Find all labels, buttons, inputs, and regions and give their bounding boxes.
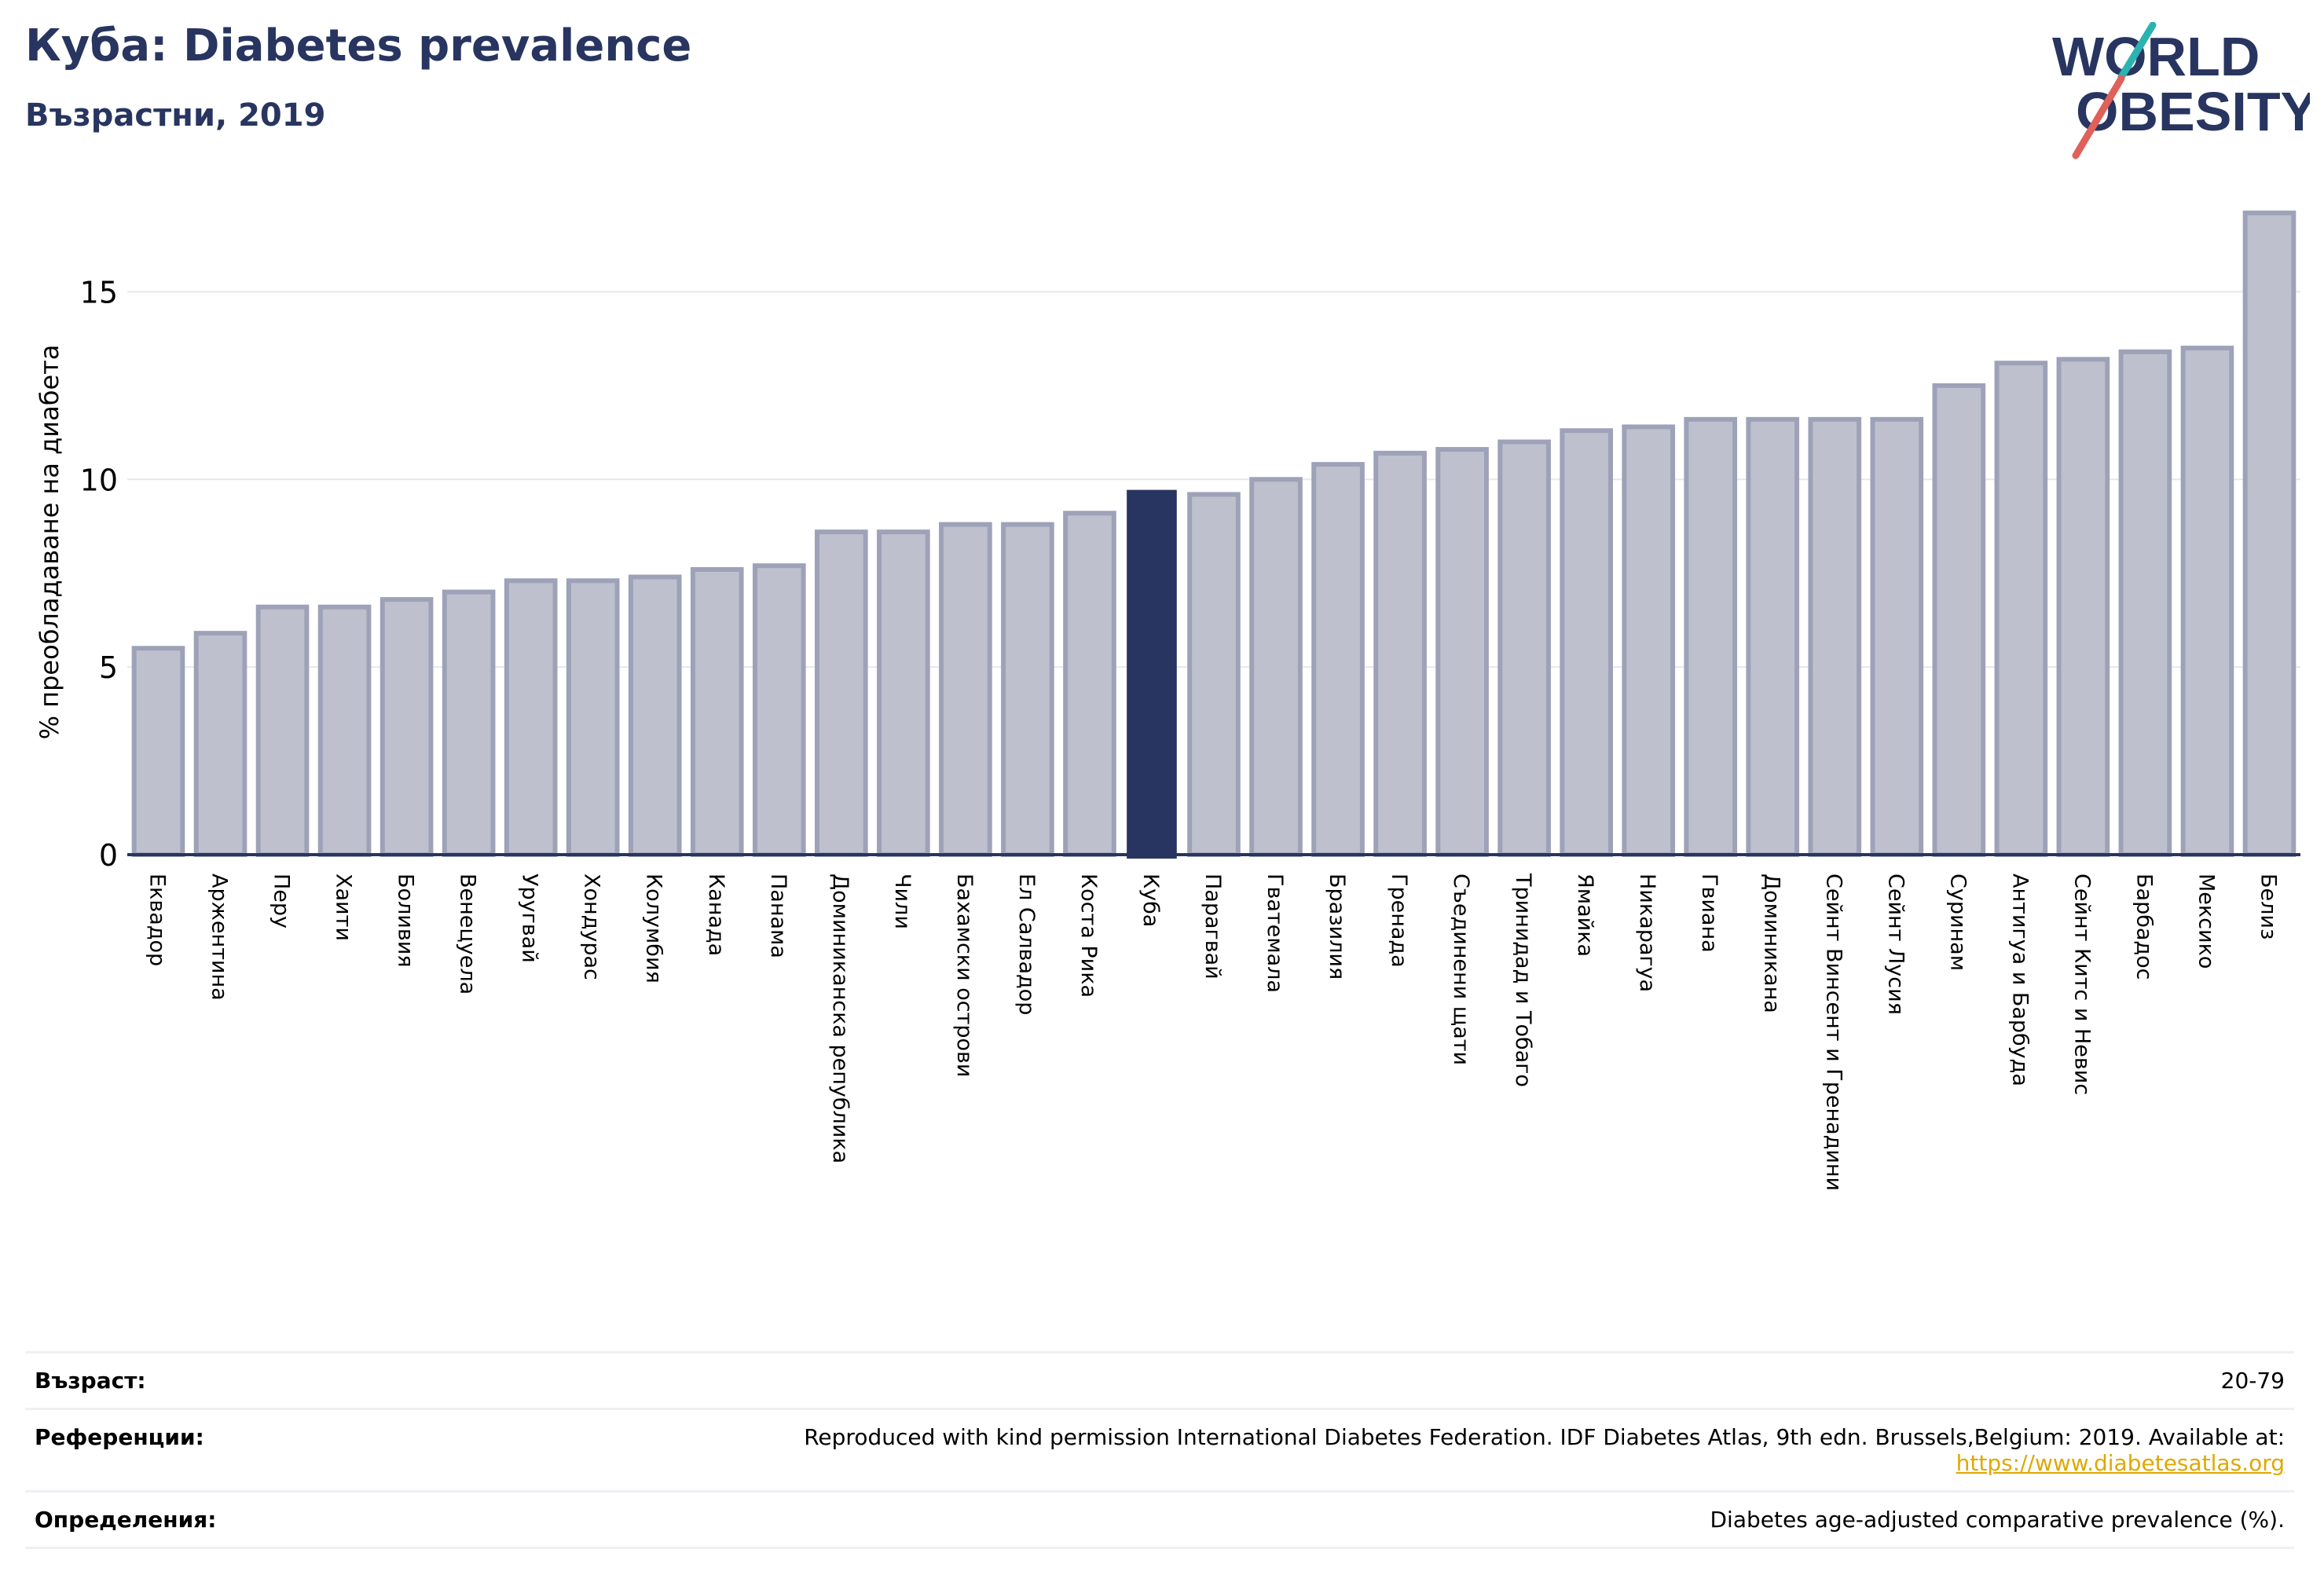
x-tick-label: Гвиана <box>1697 874 1721 953</box>
x-tick-label: Бразилия <box>1325 874 1349 980</box>
x-tick-label: Бахамски острови <box>952 874 977 1077</box>
x-tick-label: Колумбия <box>642 874 666 983</box>
bar <box>1622 424 1676 857</box>
x-tick-label: Ел Салвадор <box>1014 874 1039 1015</box>
x-tick-label: Чили <box>890 874 915 929</box>
references-label: Референции: <box>35 1424 204 1450</box>
bar <box>1187 492 1241 857</box>
age-row: Възраст: 20-79 <box>25 1351 2294 1408</box>
x-tick-label: Суринам <box>1945 874 1970 971</box>
bar <box>566 578 620 857</box>
bar <box>2056 357 2110 858</box>
bar <box>815 529 868 857</box>
world-obesity-logo: WORLD OBESITY <box>2052 22 2310 159</box>
x-tick-label: Сейнт Винсент и Гренадини <box>1821 874 1846 1191</box>
x-tick-label: Ямайка <box>1573 874 1597 957</box>
x-tick-label: Уругвай <box>518 874 542 963</box>
bar <box>317 604 372 857</box>
y-tick-label: 0 <box>99 838 118 873</box>
x-tick-label: Канада <box>704 874 728 956</box>
bar <box>1435 447 1489 857</box>
bar <box>1249 477 1303 857</box>
bar <box>1063 511 1116 858</box>
x-tick-label: Венецуела <box>456 874 480 994</box>
x-tick-label: Парагвай <box>1200 874 1225 980</box>
logo-line1: WORLD <box>2052 26 2260 87</box>
x-tick-label: Хондурас <box>580 874 604 980</box>
x-tick-label: Хаити <box>332 874 356 941</box>
x-tick-label: Белиз <box>2256 874 2280 940</box>
x-tick-label: Мексико <box>2194 874 2218 969</box>
bar <box>2242 211 2297 857</box>
bar <box>1808 416 1862 857</box>
definitions-row: Определения: Diabetes age-adjusted compa… <box>25 1490 2294 1549</box>
x-tick-label: Антигуа и Барбуда <box>2007 874 2032 1086</box>
x-tick-label: Аржентина <box>207 874 232 1001</box>
references-link[interactable]: https://www.diabetesatlas.org <box>1956 1450 2285 1476</box>
bar <box>690 566 744 857</box>
x-tick-label: Панама <box>766 874 790 958</box>
x-tick-label: Тринидад и Тобаго <box>1511 873 1535 1087</box>
x-tick-label: Сейнт Китс и Невис <box>2069 874 2094 1095</box>
page-title: Куба: Diabetes prevalence <box>25 20 692 71</box>
definitions-value: Diabetes age-adjusted comparative preval… <box>1710 1507 2286 1533</box>
bar <box>1311 462 1365 857</box>
references-value: Reproduced with kind permission Internat… <box>804 1424 2285 1476</box>
bar <box>1746 416 1800 857</box>
x-tick-label: Боливия <box>394 874 418 968</box>
bar <box>1560 428 1613 857</box>
bar <box>255 604 310 857</box>
x-tick-label: Гренада <box>1387 874 1411 968</box>
page-subtitle: Възрастни, 2019 <box>25 97 326 134</box>
bar <box>1497 439 1551 857</box>
bar <box>193 631 247 857</box>
logo-slash-red <box>2072 75 2125 159</box>
y-tick-label: 5 <box>99 650 118 685</box>
bar <box>131 646 185 857</box>
info-table: Възраст: 20-79 Референции: Reproduced wi… <box>25 1351 2294 1549</box>
x-tick-label: Съединени щати <box>1449 874 1473 1065</box>
age-label: Възраст: <box>35 1368 146 1394</box>
x-tick-label: Перу <box>269 874 294 929</box>
bar <box>1994 361 2048 857</box>
x-tick-label: Еквадор <box>145 874 170 966</box>
definitions-label: Определения: <box>35 1507 217 1533</box>
y-tick-label: 10 <box>80 463 118 497</box>
x-tick-label: Доминиканска република <box>828 874 852 1163</box>
bar-chart: 0 5 10 15 % преобладаване на диабета Еквадор А… <box>35 211 2300 1191</box>
bar <box>504 578 558 857</box>
bar <box>628 574 682 858</box>
x-tick-label: Куба <box>1138 874 1163 927</box>
bar <box>752 563 806 857</box>
bar <box>939 522 992 858</box>
x-tick-label: Доминикана <box>1759 874 1783 1013</box>
y-tick-label: 15 <box>80 275 118 310</box>
x-tick-label: Барбадос <box>2132 874 2156 980</box>
logo-slash-teal <box>2117 22 2157 81</box>
x-tick-label: Никарагуа <box>1635 874 1659 992</box>
bar <box>1127 489 1177 859</box>
bar <box>877 529 930 857</box>
bar <box>1001 522 1054 858</box>
x-tick-label: Сейнт Лусия <box>1883 874 1908 1015</box>
bar <box>442 589 496 857</box>
bar <box>1870 416 1924 857</box>
age-value: 20-79 <box>2220 1368 2285 1394</box>
x-tick-label: Гватемала <box>1263 874 1287 993</box>
bar <box>1373 450 1427 857</box>
y-axis-label: % преобладаване на диабета <box>35 345 64 740</box>
x-tick-label: Коста Рика <box>1076 874 1101 998</box>
bar <box>2118 349 2172 857</box>
references-text: Reproduced with kind permission Internat… <box>804 1424 2285 1450</box>
bar <box>1684 416 1738 857</box>
bar <box>1932 383 1986 858</box>
references-row: Референции: Reproduced with kind permiss… <box>25 1408 2294 1490</box>
bar <box>379 597 434 857</box>
bar <box>2180 346 2234 858</box>
